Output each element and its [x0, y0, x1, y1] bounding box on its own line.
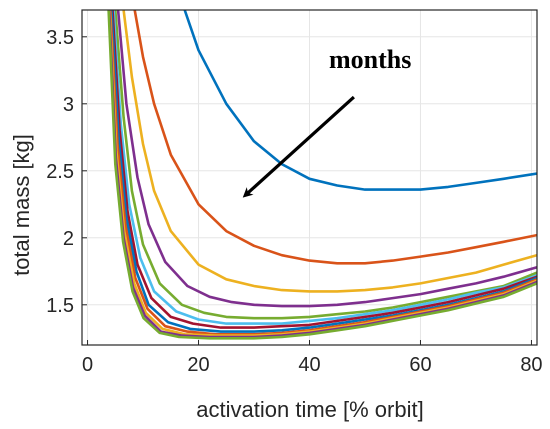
x-tick-label: 40: [298, 354, 320, 376]
series-line-7: [111, 10, 537, 329]
y-tick-label: 2.5: [46, 161, 74, 183]
series-line-9: [109, 10, 537, 336]
y-tick-label: 3: [63, 94, 74, 116]
series-line-12: [107, 10, 537, 340]
x-tick-label: 20: [187, 354, 209, 376]
y-tick-label: 3.5: [46, 27, 74, 49]
y-axis-label: total mass [kg]: [9, 134, 34, 276]
series-line-4: [116, 10, 537, 308]
series-line-10: [108, 10, 537, 337]
series-line-6: [112, 10, 537, 325]
y-tick-label: 2: [63, 228, 74, 250]
series-layer: [107, 10, 537, 340]
annotation-arrow: [242, 95, 355, 198]
series-line-5: [114, 10, 537, 320]
x-tick-label: 80: [520, 354, 542, 376]
x-axis-label: activation time [% orbit]: [196, 397, 423, 422]
annotation-months: months: [329, 45, 411, 74]
series-line-11: [107, 10, 537, 339]
y-tick-label: 1.5: [46, 295, 74, 317]
x-tick-label: 0: [82, 354, 93, 376]
series-line-1: [183, 10, 537, 191]
x-tick-label: 60: [409, 354, 431, 376]
series-line-3: [122, 10, 537, 293]
series-line-2: [133, 10, 537, 265]
annotation: months: [242, 45, 411, 198]
axis-ticks: 0 20 40 60 80 1.5 2 2.5 3 3.5: [46, 27, 542, 376]
